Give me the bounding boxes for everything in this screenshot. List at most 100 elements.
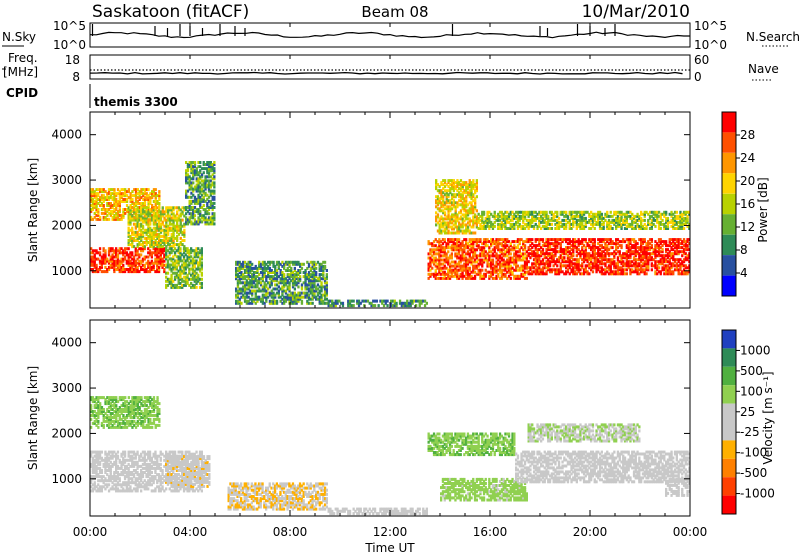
heatmap-cell (294, 267, 296, 270)
heatmap-cell (201, 278, 203, 281)
heatmap-cell (510, 252, 512, 255)
heatmap-cell (104, 249, 106, 252)
heatmap-cell (594, 238, 596, 241)
heatmap-cell (556, 264, 558, 267)
heatmap-cell (301, 267, 303, 270)
heatmap-cell (476, 179, 478, 182)
date-title: 10/Mar/2010 (582, 2, 690, 22)
nave-tick-bottom: 0 (694, 70, 702, 84)
heatmap-cell (197, 274, 199, 277)
heatmap-cell (386, 300, 388, 303)
heatmap-cell (312, 302, 314, 305)
heatmap-cell (492, 259, 494, 262)
freq-tick-bottom: 8 (72, 70, 80, 84)
nsearch-tick-top: 10^5 (694, 19, 727, 33)
heatmap-cell (476, 195, 478, 198)
heatmap-cell (194, 214, 196, 217)
freq-tick-top: 18 (65, 53, 80, 67)
heatmap-cell (192, 181, 194, 184)
heatmap-cell (95, 264, 97, 267)
heatmap-cell (131, 198, 133, 201)
heatmap-cell (155, 188, 157, 191)
heatmap-cell (619, 250, 621, 253)
heatmap-cell (444, 211, 446, 214)
heatmap-cell (315, 271, 317, 274)
heatmap-cell (128, 188, 130, 191)
power-heatmap (90, 161, 691, 307)
heatmap-cell (324, 265, 326, 268)
station-title: Saskatoon (fitACF) (92, 2, 249, 22)
heatmap-cell (294, 288, 296, 291)
heatmap-cell (199, 161, 201, 164)
heatmap-cell (201, 261, 203, 264)
heatmap-cell (620, 244, 622, 247)
heatmap-cell (437, 213, 439, 216)
heatmap-cell (199, 210, 201, 213)
heatmap-cell (194, 161, 196, 164)
heatmap-cell (99, 216, 101, 219)
heatmap-cell (458, 238, 460, 241)
heatmap-cell (140, 253, 142, 256)
heatmap-cell (201, 272, 203, 275)
heatmap-cell (167, 272, 169, 275)
heatmap-cell (99, 247, 101, 250)
heatmap-cell (494, 225, 496, 228)
beam-title: Beam 08 (361, 3, 428, 21)
heatmap-cell (251, 263, 253, 266)
heatmap-cell (162, 206, 164, 209)
heatmap-cell (476, 209, 478, 212)
heatmap-cell (353, 304, 355, 307)
heatmap-cell (444, 179, 446, 182)
heatmap-cell (195, 286, 197, 289)
heatmap-cell (290, 267, 292, 270)
heatmap-cell (644, 238, 646, 241)
heatmap-cell (444, 238, 446, 241)
heatmap-cell (128, 247, 130, 250)
heatmap-cell (158, 202, 160, 205)
heatmap-cell (201, 247, 203, 250)
heatmap-cell (301, 300, 303, 303)
nave-label: Nave (748, 62, 779, 76)
nsky-label: N.Sky (2, 30, 36, 44)
heatmap-cell (386, 304, 388, 307)
nave-tick-top: 60 (694, 53, 709, 67)
freq-label-1: Freq. (8, 51, 38, 65)
heatmap-cell (122, 264, 124, 267)
heatmap-cell (201, 282, 203, 285)
heatmap-cell (208, 212, 210, 215)
heatmap-cell (395, 302, 397, 305)
nsearch-tick-bottom: 10^0 (694, 38, 727, 52)
heatmap-cell (585, 238, 587, 241)
heatmap-cell (626, 272, 628, 275)
nsky-tick-bottom: 10^0 (53, 38, 86, 52)
heatmap-cell (213, 212, 215, 215)
heatmap-cell (661, 248, 663, 251)
heatmap-cell (447, 250, 449, 253)
heatmap-cell (479, 238, 481, 241)
heatmap-cell (528, 260, 530, 263)
heatmap-cell (524, 244, 526, 247)
heatmap-cell (474, 232, 476, 235)
heatmap-cell (465, 238, 467, 241)
heatmap-cell (158, 190, 160, 193)
heatmap-cell (213, 190, 215, 193)
heatmap-cell (469, 267, 471, 270)
heatmap-cell (542, 248, 544, 251)
heatmap-cell (181, 219, 183, 222)
heatmap-cell (297, 285, 299, 288)
heatmap-cell (324, 261, 326, 264)
freq-panel: Freq. [MHz] 18 8 60 0 Nave CPID themis 3… (2, 51, 779, 109)
heatmap-cell (137, 206, 139, 209)
heatmap-cell (342, 302, 344, 305)
heatmap-cell (588, 272, 590, 275)
nsky-tick-top: 10^5 (53, 19, 86, 33)
heatmap-cell (213, 202, 215, 205)
heatmap-cell (326, 273, 328, 276)
heatmap-cell (326, 281, 328, 284)
heatmap-cell (651, 244, 653, 247)
heatmap-cell (651, 268, 653, 271)
heatmap-cell (99, 251, 101, 254)
heatmap-cell (276, 300, 278, 303)
heatmap-cell (131, 251, 133, 254)
